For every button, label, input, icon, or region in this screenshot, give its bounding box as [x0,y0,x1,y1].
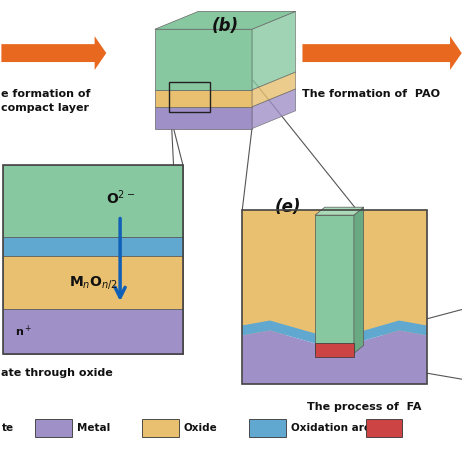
Text: (e): (e) [274,198,301,216]
Polygon shape [252,72,296,107]
Bar [3,237,183,256]
Polygon shape [242,320,427,356]
Polygon shape [252,11,296,90]
Polygon shape [155,29,252,90]
Polygon shape [315,207,364,215]
Polygon shape [155,90,252,107]
Text: compact layer: compact layer [1,103,90,113]
Polygon shape [1,36,106,70]
Bar [249,419,286,437]
Polygon shape [315,215,354,353]
Text: n$^+$: n$^+$ [15,324,32,339]
Bar [242,210,427,336]
Bar [169,82,210,112]
Text: Oxidation area: Oxidation area [291,423,378,433]
Polygon shape [354,207,364,353]
Text: Metal: Metal [77,423,110,433]
Bar [365,419,402,437]
Bar [3,256,183,309]
Bar [3,165,183,354]
Text: (b): (b) [212,17,239,35]
Bar [3,309,183,354]
Bar [36,419,72,437]
Text: Oxide: Oxide [184,423,218,433]
Polygon shape [252,89,296,128]
Polygon shape [302,36,462,70]
Bar [242,210,427,384]
Polygon shape [242,330,427,384]
Text: O$^{2-}$: O$^{2-}$ [106,189,135,207]
Text: M$_n$O$_{n/2}$: M$_n$O$_{n/2}$ [69,274,118,291]
Polygon shape [315,343,354,357]
Text: te: te [1,423,14,433]
Polygon shape [155,11,296,29]
Text: ate through oxide: ate through oxide [1,368,113,378]
Polygon shape [155,107,252,128]
Text: The process of  FA: The process of FA [307,402,421,412]
Bar [142,419,179,437]
Bar [3,165,183,237]
Text: The formation of  PAO: The formation of PAO [302,89,440,99]
Text: e formation of: e formation of [1,89,91,99]
